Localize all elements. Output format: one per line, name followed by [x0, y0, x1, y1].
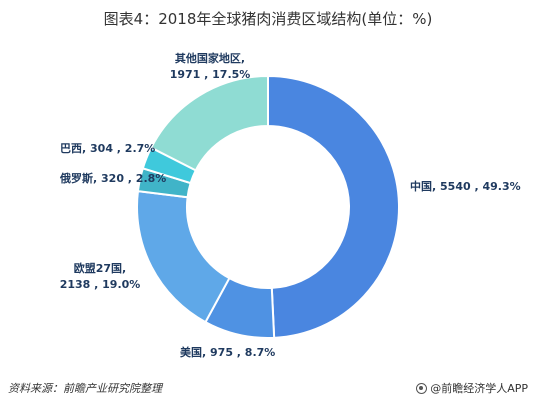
slice-label-4: 巴西, 304 , 2.7% [60, 142, 155, 155]
donut-slice-5 [149, 74, 269, 172]
brand-credit: @前瞻经济学人APP [416, 380, 528, 396]
slice-label-5: 其他国家地区, 1971 , 17.5% [170, 51, 251, 81]
slice-label-3: 俄罗斯, 320 , 2.8% [59, 171, 166, 185]
slice-label-0: 中国, 5540 , 49.3% [410, 179, 521, 193]
donut-slice-2 [136, 190, 231, 324]
donut-slice-0 [267, 74, 400, 339]
chart-title: 图表4：2018年全球猪肉消费区域结构(单位：%) [103, 10, 433, 28]
slice-label-1: 美国, 975 , 8.7% [180, 345, 275, 359]
slice-label-2: 欧盟27国, 2138 , 19.0% [60, 261, 141, 291]
brand-logo-icon [416, 382, 428, 394]
source-note: 资料来源：前瞻产业研究院整理 [8, 382, 162, 395]
brand-text: @前瞻经济学人APP [430, 382, 528, 395]
